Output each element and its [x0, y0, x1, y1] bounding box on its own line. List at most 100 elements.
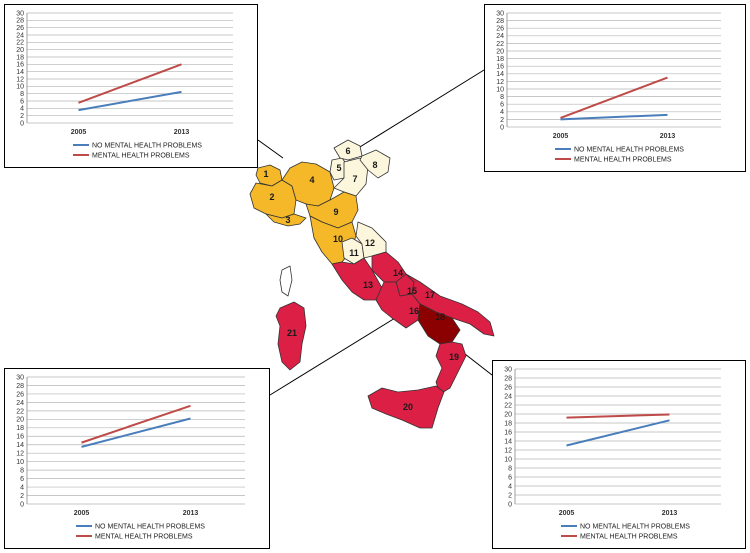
chart-panel-bottom-right: 0 2 4 6 8 10 12 14 16 18 20 22 24 26 28 30 2005 2013 NO ME… — [492, 360, 746, 549]
region-number-17: 17 — [425, 290, 435, 300]
y-tick-label: 2 — [20, 113, 24, 120]
y-tick-label: 16 — [16, 434, 24, 441]
y-tick-label: 8 — [500, 94, 504, 101]
x-category-label: 2005 — [553, 133, 569, 140]
y-tick-label: 8 — [20, 91, 24, 98]
region-number-7: 7 — [352, 174, 357, 184]
x-category-label: 2005 — [559, 510, 575, 517]
region-number-13: 13 — [363, 280, 373, 290]
y-tick-label: 6 — [20, 98, 24, 105]
y-tick-label: 16 — [504, 429, 512, 436]
y-tick-label: 26 — [504, 384, 512, 391]
y-tick-label: 18 — [504, 420, 512, 427]
legend-label: NO MENTAL HEALTH PROBLEMS — [574, 147, 684, 154]
region-number-5: 5 — [336, 163, 341, 173]
y-tick-label: 12 — [504, 447, 512, 454]
region-number-21: 21 — [287, 328, 297, 338]
legend-label: NO MENTAL HEALTH PROBLEMS — [95, 524, 205, 531]
x-category-label: 2013 — [662, 510, 678, 517]
region-number-19: 19 — [449, 352, 459, 362]
connector-top-right — [354, 69, 485, 151]
y-tick-label: 28 — [16, 383, 24, 390]
y-tick-label: 20 — [504, 411, 512, 418]
y-tick-label: 28 — [16, 18, 24, 25]
y-tick-label: 16 — [16, 62, 24, 69]
region-number-11: 11 — [349, 248, 359, 258]
series-line-0 — [566, 419, 670, 447]
y-tick-label: 20 — [16, 417, 24, 424]
region-number-2: 2 — [269, 192, 274, 202]
y-tick-label: 4 — [508, 483, 512, 490]
y-tick-label: 28 — [504, 375, 512, 382]
y-tick-label: 24 — [504, 393, 512, 400]
corsica — [279, 265, 293, 297]
y-tick-label: 28 — [496, 18, 504, 25]
series-line-0 — [81, 417, 191, 448]
legend-label: MENTAL HEALTH PROBLEMS — [92, 153, 190, 160]
y-tick-label: 30 — [504, 366, 512, 373]
y-tick-label: 0 — [508, 501, 512, 508]
x-category-label: 2005 — [71, 129, 87, 136]
region-number-16: 16 — [409, 306, 419, 316]
y-tick-label: 20 — [496, 48, 504, 55]
region-3 — [265, 213, 307, 227]
y-tick-label: 8 — [508, 465, 512, 472]
region-number-10: 10 — [333, 234, 343, 244]
region-number-4: 4 — [309, 175, 314, 185]
y-tick-label: 20 — [16, 47, 24, 54]
y-tick-label: 22 — [496, 41, 504, 48]
region-number-18: 18 — [435, 312, 445, 322]
series-line-1 — [566, 413, 670, 419]
region-19 — [435, 341, 467, 395]
connector-top-left — [257, 139, 284, 159]
series-line-0 — [78, 90, 182, 112]
region-17 — [405, 273, 495, 337]
y-tick-label: 14 — [504, 438, 512, 445]
legend-label: NO MENTAL HEALTH PROBLEMS — [92, 143, 202, 150]
series-line-1 — [560, 76, 668, 119]
legend-label: MENTAL HEALTH PROBLEMS — [580, 534, 678, 541]
y-tick-label: 26 — [16, 391, 24, 398]
chart-panel-bottom-left: 0 2 4 6 8 10 12 14 16 18 20 22 24 26 28 30 2005 2013 NO ME… — [4, 368, 270, 549]
y-tick-label: 0 — [20, 501, 24, 508]
region-number-1: 1 — [263, 169, 268, 179]
region-number-12: 12 — [365, 238, 375, 248]
y-tick-label: 12 — [496, 79, 504, 86]
y-tick-label: 18 — [16, 54, 24, 61]
y-tick-label: 22 — [16, 40, 24, 47]
y-tick-label: 18 — [16, 425, 24, 432]
x-category-label: 2005 — [74, 510, 90, 517]
y-tick-label: 22 — [16, 408, 24, 415]
y-tick-label: 14 — [16, 442, 24, 449]
y-tick-label: 14 — [496, 71, 504, 78]
y-tick-label: 14 — [16, 69, 24, 76]
y-tick-label: 24 — [16, 400, 24, 407]
region-number-6: 6 — [345, 146, 350, 156]
legend-label: MENTAL HEALTH PROBLEMS — [95, 534, 193, 541]
series-line-1 — [81, 404, 191, 444]
y-tick-label: 18 — [496, 56, 504, 63]
y-tick-label: 2 — [20, 493, 24, 500]
y-tick-label: 26 — [16, 25, 24, 32]
chart-panel-top-right: 0 2 4 6 8 10 12 14 16 18 20 22 24 26 28 30 2005 2013 NO ME… — [484, 4, 746, 172]
region-number-9: 9 — [333, 207, 338, 217]
y-tick-label: 26 — [496, 26, 504, 33]
y-tick-label: 30 — [496, 10, 504, 17]
y-tick-label: 10 — [16, 459, 24, 466]
y-tick-label: 0 — [20, 120, 24, 127]
y-tick-label: 2 — [500, 117, 504, 124]
series-line-0 — [560, 113, 668, 121]
y-tick-label: 10 — [16, 84, 24, 91]
y-tick-label: 6 — [20, 476, 24, 483]
y-tick-label: 22 — [504, 402, 512, 409]
y-tick-label: 2 — [508, 492, 512, 499]
region-number-20: 20 — [403, 402, 413, 412]
y-tick-label: 6 — [500, 102, 504, 109]
y-tick-label: 12 — [16, 76, 24, 83]
chart-panel-top-left: 0 2 4 6 8 10 12 14 16 18 20 22 24 26 28 30 2005 2013 NO ME… — [4, 4, 258, 168]
